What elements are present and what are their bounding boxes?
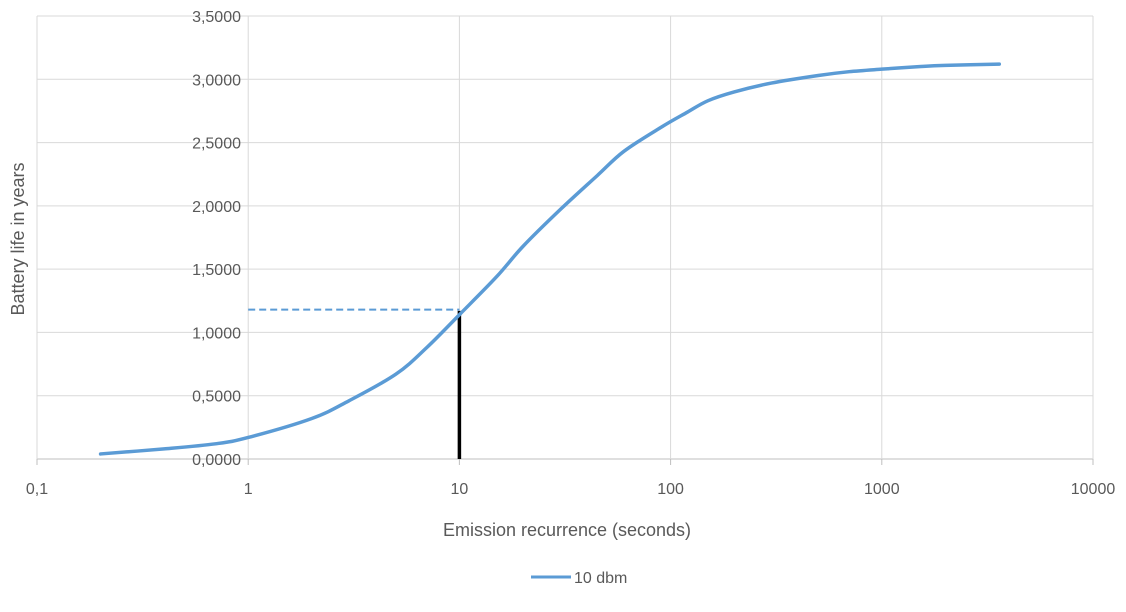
x-tick-label: 1	[244, 481, 253, 498]
annotations	[248, 308, 462, 459]
y-tick-label: 2,0000	[192, 199, 241, 216]
series-line	[98, 62, 1002, 456]
y-tick-label: 2,5000	[192, 136, 241, 153]
y-tick-label: 0,0000	[192, 452, 241, 469]
x-tick-label: 1000	[864, 481, 900, 498]
series-lines	[98, 62, 1002, 456]
y-axis-title: Battery life in years	[8, 162, 28, 315]
x-tick-label: 10000	[1071, 481, 1116, 498]
y-tick-label: 3,0000	[192, 72, 241, 89]
y-tick-label: 1,5000	[192, 262, 241, 279]
x-tick-label: 10	[451, 481, 469, 498]
x-tick-label: 0,1	[26, 481, 48, 498]
legend-label: 10 dbm	[574, 570, 627, 587]
x-axis-title: Emission recurrence (seconds)	[443, 520, 691, 540]
x-tick-labels: 0,1 1 10 100 1000 10000	[26, 481, 1115, 498]
legend: 10 dbm	[531, 570, 627, 587]
y-tick-label: 1,0000	[192, 325, 241, 342]
y-tick-label: 0,5000	[192, 389, 241, 406]
x-tick-label: 100	[657, 481, 684, 498]
y-tick-label: 3,5000	[192, 9, 241, 26]
y-tick-labels: 0,0000 0,5000 1,0000 1,5000 2,0000 2,5000 3,00…	[192, 9, 241, 469]
